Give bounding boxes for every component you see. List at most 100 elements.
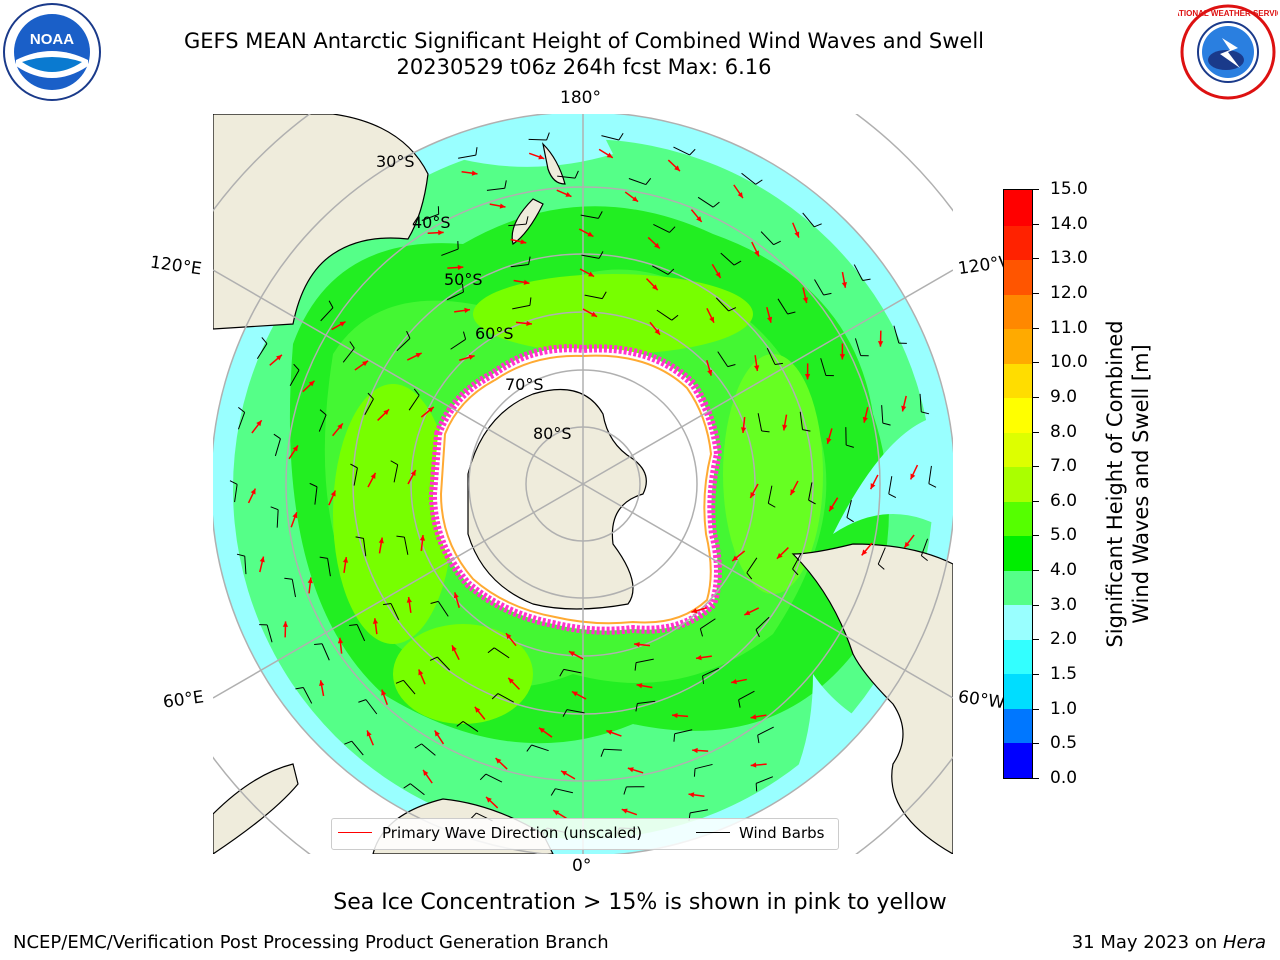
wave-arrowhead <box>901 405 907 412</box>
wind-barb <box>581 254 600 259</box>
wave-arrowhead <box>418 669 424 676</box>
wind-barb-flag <box>295 687 304 690</box>
wind-barb-flag <box>921 411 930 415</box>
wind-barb <box>497 693 514 703</box>
colorbar-segment <box>1004 708 1032 744</box>
wind-barb-flag <box>600 749 605 757</box>
wave-arrowhead <box>794 231 800 238</box>
wind-barb <box>353 467 358 486</box>
wind-barb <box>846 499 852 518</box>
wave-arrowhead <box>568 651 575 657</box>
wind-barb-flag <box>618 132 624 141</box>
colorbar-tick-label: 7.0 <box>1050 456 1078 477</box>
footer-branch: NCEP/EMC/Verification Post Processing Pr… <box>13 932 609 953</box>
wind-barb <box>555 788 573 794</box>
wind-barb <box>318 414 327 432</box>
wave-arrowhead <box>588 271 595 277</box>
wind-barb-flag <box>597 211 603 219</box>
wind-barb-flag <box>383 603 392 606</box>
wind-barb-flag <box>456 721 464 727</box>
wave-arrowhead <box>621 808 628 814</box>
wind-barb <box>652 265 669 275</box>
wave-arrowhead <box>292 512 298 519</box>
wind-barb <box>462 721 479 732</box>
wind-barb <box>393 464 399 483</box>
wave-arrowhead <box>538 154 545 160</box>
wave-arrowhead <box>561 770 568 776</box>
colorbar-tick-label: 5.0 <box>1050 525 1078 546</box>
wave-arrowhead <box>520 239 527 245</box>
wind-barb-flag <box>525 216 529 225</box>
wind-barb-flag <box>526 744 532 752</box>
wind-barb-flag <box>882 422 891 426</box>
wind-barb-flag <box>479 773 487 781</box>
wind-barb <box>653 224 670 233</box>
colorbar-tick-label: 4.0 <box>1050 560 1078 581</box>
wind-barb <box>720 252 735 266</box>
wave-arrowhead <box>276 354 282 361</box>
wind-barb <box>276 509 279 528</box>
wave-arrowhead <box>471 170 478 176</box>
lat-label-80s: 80°S <box>533 424 572 443</box>
wind-barb-flag <box>344 740 352 745</box>
wave-arrowhead <box>606 152 613 158</box>
wave-arrowhead <box>715 271 721 278</box>
colorbar-tick-label: 13.0 <box>1050 248 1088 269</box>
colorbar-tick <box>1033 743 1039 745</box>
wave-arrowhead <box>744 610 751 615</box>
wind-barb-flag <box>238 407 245 413</box>
wind-barb-flag <box>673 733 676 742</box>
wind-barb-flag <box>319 556 328 559</box>
lon-label-180: 180° <box>560 88 601 108</box>
wind-barb-flag <box>270 506 279 511</box>
wind-barb <box>314 486 318 505</box>
wind-barb-flag <box>601 291 607 299</box>
wind-barb-flag <box>746 572 753 580</box>
wind-barb <box>531 744 549 752</box>
wind-barb <box>486 187 505 191</box>
wind-barb <box>446 291 464 301</box>
wind-barb <box>528 138 547 141</box>
wind-barb <box>421 213 439 221</box>
wind-barb <box>362 538 367 557</box>
colorbar-tick <box>1033 708 1039 710</box>
wind-barb <box>508 223 527 227</box>
wind-barb-flag <box>755 629 760 638</box>
lon-label-120w: 120°W <box>956 252 1005 280</box>
wave-arrowhead <box>523 279 530 285</box>
wind-barb <box>244 556 247 575</box>
wave-arrowhead <box>782 424 788 431</box>
wind-barb-flag <box>598 251 604 259</box>
wind-barb <box>792 553 802 570</box>
wind-barb-flag <box>470 812 477 820</box>
colorbar-tick <box>1033 223 1039 225</box>
wind-barb <box>493 647 510 659</box>
wind-barb <box>234 484 238 503</box>
wind-barb-flag <box>808 499 816 505</box>
legend-label-wave: Primary Wave Direction (unscaled) <box>382 824 643 842</box>
wave-arrowhead <box>754 365 760 372</box>
wave-arrowhead <box>553 810 560 816</box>
wind-barb <box>628 178 647 186</box>
wind-barb-flag <box>349 624 358 626</box>
wave-arrowhead <box>370 472 376 479</box>
wind-barb <box>802 212 815 228</box>
wind-barb-flag <box>461 284 464 293</box>
wave-arrowhead <box>632 196 639 202</box>
colorbar-tick-label: 1.0 <box>1050 698 1078 719</box>
wind-barb <box>690 809 708 814</box>
colorbar-tick-label: 0.0 <box>1050 768 1078 788</box>
wave-arrowhead <box>565 192 572 197</box>
colorbar-tick <box>1033 258 1039 260</box>
wind-barb <box>365 699 378 715</box>
wave-arrowhead <box>877 341 884 347</box>
wave-arrowhead <box>495 758 502 764</box>
wind-barb-flag <box>284 577 293 580</box>
wind-barb <box>673 146 690 156</box>
wind-barb <box>274 438 281 457</box>
wind-barb-flag <box>350 463 358 469</box>
wind-barb <box>767 485 773 504</box>
wave-arrowhead <box>654 242 660 249</box>
wind-barb <box>755 776 774 784</box>
wind-barb-flag <box>390 460 398 466</box>
